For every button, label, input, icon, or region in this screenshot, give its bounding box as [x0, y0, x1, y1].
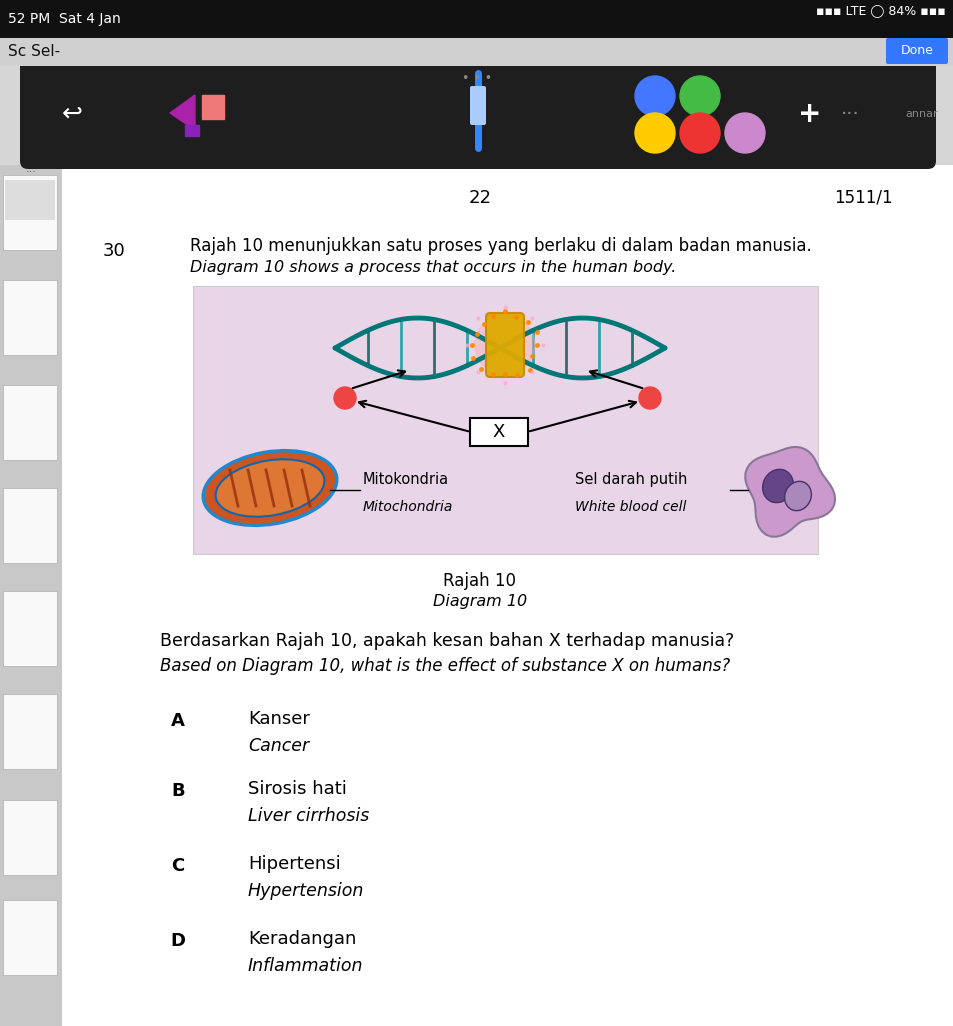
- Bar: [0, 165, 62, 1026]
- FancyBboxPatch shape: [3, 385, 57, 460]
- Text: ···: ···: [840, 105, 859, 123]
- Text: Rajah 10: Rajah 10: [443, 573, 516, 590]
- Text: annar: annar: [904, 109, 937, 119]
- Text: Diagram 10: Diagram 10: [433, 594, 526, 609]
- FancyBboxPatch shape: [3, 900, 57, 975]
- Text: Based on Diagram 10, what is the effect of substance X on humans?: Based on Diagram 10, what is the effect …: [160, 657, 729, 675]
- Bar: [5, 180, 55, 220]
- Text: Berdasarkan Rajah 10, apakah kesan bahan X terhadap manusia?: Berdasarkan Rajah 10, apakah kesan bahan…: [160, 632, 734, 650]
- Circle shape: [679, 76, 720, 116]
- Circle shape: [639, 387, 660, 409]
- Text: 22: 22: [468, 189, 491, 207]
- Text: A: A: [171, 712, 185, 731]
- Text: D: D: [171, 932, 185, 950]
- Bar: [62, 165, 953, 1026]
- Text: Hipertensi: Hipertensi: [248, 855, 340, 873]
- Text: Mitochondria: Mitochondria: [363, 500, 453, 514]
- FancyBboxPatch shape: [485, 313, 523, 377]
- Circle shape: [635, 113, 675, 153]
- Bar: [193, 286, 817, 554]
- Text: +: +: [798, 100, 821, 128]
- FancyBboxPatch shape: [20, 58, 935, 169]
- Text: 52 PM  Sat 4 Jan: 52 PM Sat 4 Jan: [8, 12, 121, 26]
- FancyBboxPatch shape: [3, 488, 57, 563]
- Text: Liver cirrhosis: Liver cirrhosis: [248, 807, 369, 825]
- Text: Rajah 10 menunjukkan satu proses yang berlaku di dalam badan manusia.: Rajah 10 menunjukkan satu proses yang be…: [190, 237, 811, 255]
- Ellipse shape: [215, 460, 324, 517]
- FancyBboxPatch shape: [885, 38, 947, 64]
- Circle shape: [334, 387, 355, 409]
- FancyBboxPatch shape: [3, 591, 57, 666]
- Ellipse shape: [783, 481, 811, 511]
- Circle shape: [635, 76, 675, 116]
- Text: ↩: ↩: [61, 102, 82, 126]
- FancyBboxPatch shape: [3, 694, 57, 770]
- Text: • • •: • • •: [461, 72, 492, 84]
- Text: 1511/1: 1511/1: [834, 189, 892, 207]
- Text: B: B: [171, 782, 185, 800]
- Polygon shape: [744, 447, 834, 537]
- Text: Done: Done: [900, 44, 932, 57]
- Text: Inflammation: Inflammation: [248, 957, 363, 975]
- Bar: [470, 418, 527, 446]
- Text: ···: ···: [26, 167, 36, 177]
- Circle shape: [724, 113, 764, 153]
- Text: Sirosis hati: Sirosis hati: [248, 780, 347, 798]
- Text: Mitokondria: Mitokondria: [363, 472, 449, 487]
- Circle shape: [475, 315, 535, 374]
- Text: Sel darah putih: Sel darah putih: [575, 472, 687, 487]
- Text: X: X: [493, 423, 505, 441]
- Bar: [0, 38, 953, 66]
- Text: Kanser: Kanser: [248, 710, 310, 728]
- Circle shape: [679, 113, 720, 153]
- Text: Cancer: Cancer: [248, 737, 309, 755]
- Text: White blood cell: White blood cell: [575, 500, 685, 514]
- FancyBboxPatch shape: [3, 280, 57, 355]
- Bar: [0, 0, 953, 38]
- Text: Hypertension: Hypertension: [248, 882, 364, 900]
- FancyBboxPatch shape: [470, 86, 485, 125]
- Ellipse shape: [203, 450, 336, 525]
- Text: Diagram 10 shows a process that occurs in the human body.: Diagram 10 shows a process that occurs i…: [190, 260, 676, 275]
- Text: Keradangan: Keradangan: [248, 930, 356, 948]
- Polygon shape: [170, 95, 194, 130]
- Bar: [202, 95, 224, 119]
- Text: C: C: [172, 857, 185, 875]
- Bar: [185, 125, 199, 136]
- Text: 30: 30: [103, 242, 126, 260]
- FancyBboxPatch shape: [3, 800, 57, 875]
- FancyBboxPatch shape: [3, 175, 57, 250]
- Ellipse shape: [761, 469, 793, 503]
- Text: ▪▪▪ LTE ◯ 84% ▪▪▪: ▪▪▪ LTE ◯ 84% ▪▪▪: [816, 5, 945, 18]
- Text: Sc Sel-: Sc Sel-: [8, 44, 60, 60]
